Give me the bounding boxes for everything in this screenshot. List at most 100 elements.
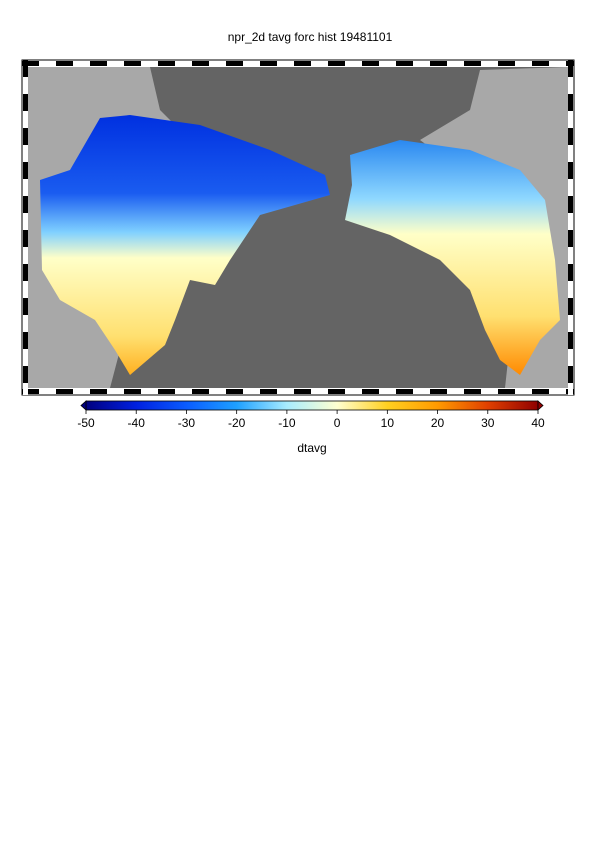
frame-tick: [568, 264, 573, 281]
colorbar-scale: [85, 400, 539, 411]
frame-tick: [243, 61, 260, 66]
frame-tick: [498, 389, 515, 394]
frame-tick: [226, 61, 243, 66]
frame-tick: [277, 61, 294, 66]
map-title: npr_2d tavg forc hist 19481101: [228, 30, 393, 44]
frame-tick: [23, 77, 28, 94]
frame-tick: [515, 61, 532, 66]
colorbar-arrow: [537, 400, 544, 411]
colorbar-tick-label: -50: [77, 416, 95, 430]
frame-tick: [226, 389, 243, 394]
frame-tick: [23, 366, 28, 383]
frame-tick: [568, 298, 573, 315]
frame-tick: [413, 61, 430, 66]
colorbar-tick-label: 40: [531, 416, 545, 430]
frame-tick: [192, 389, 209, 394]
frame-tick: [192, 61, 209, 66]
data-field-asia: [40, 115, 330, 375]
frame-tick: [124, 61, 141, 66]
colorbar-tick-label: -20: [228, 416, 246, 430]
frame-tick: [568, 128, 573, 145]
frame-tick: [277, 389, 294, 394]
frame-tick: [396, 389, 413, 394]
map: [21, 59, 575, 396]
frame-tick: [549, 61, 566, 66]
data-field-america: [345, 140, 560, 375]
frame-tick: [39, 389, 56, 394]
frame-tick: [260, 61, 277, 66]
frame-tick: [294, 61, 311, 66]
frame-tick: [568, 213, 573, 230]
frame-tick: [481, 61, 498, 66]
frame-tick: [23, 179, 28, 196]
frame-tick: [73, 389, 90, 394]
frame-tick: [362, 61, 379, 66]
frame-tick: [107, 389, 124, 394]
colorbar-label: dtavg: [297, 441, 326, 455]
frame-tick: [568, 60, 573, 77]
colorbar-tick-label: -10: [278, 416, 296, 430]
frame-tick: [396, 61, 413, 66]
frame-tick: [294, 389, 311, 394]
frame-tick: [260, 389, 277, 394]
frame-tick: [498, 61, 515, 66]
frame-tick: [568, 247, 573, 264]
frame-tick: [568, 162, 573, 179]
frame-tick: [568, 77, 573, 94]
colorbar-tick-label: 20: [431, 416, 445, 430]
frame-tick: [73, 61, 90, 66]
frame-tick: [532, 61, 549, 66]
frame-tick: [532, 389, 549, 394]
frame-tick: [141, 61, 158, 66]
frame-tick: [481, 389, 498, 394]
frame-tick: [311, 61, 328, 66]
frame-tick: [124, 389, 141, 394]
colorbar-arrow: [80, 400, 87, 411]
frame-tick: [515, 389, 532, 394]
frame-tick: [568, 196, 573, 213]
frame-tick: [23, 315, 28, 332]
frame-tick: [23, 298, 28, 315]
frame-tick: [39, 61, 56, 66]
frame-tick: [175, 389, 192, 394]
colorbar-tick-label: -40: [128, 416, 146, 430]
frame-tick: [22, 61, 39, 66]
frame-tick: [23, 281, 28, 298]
frame-tick: [430, 61, 447, 66]
frame-tick: [23, 213, 28, 230]
frame-tick: [568, 383, 573, 395]
frame-tick: [23, 247, 28, 264]
frame-tick: [23, 332, 28, 349]
frame-tick: [568, 366, 573, 383]
frame-tick: [23, 349, 28, 366]
frame-tick: [447, 389, 464, 394]
frame-tick: [23, 383, 28, 395]
frame-tick: [23, 145, 28, 162]
frame-tick: [158, 61, 175, 66]
frame-tick: [23, 264, 28, 281]
frame-tick: [56, 389, 73, 394]
frame-tick: [23, 60, 28, 77]
colorbar-tick-label: 0: [334, 416, 341, 430]
colorbar-tick-label: 30: [481, 416, 495, 430]
colorbar-tick-label: -30: [178, 416, 196, 430]
frame-tick: [328, 61, 345, 66]
frame-tick: [158, 389, 175, 394]
frame-tick: [345, 389, 362, 394]
frame-tick: [311, 389, 328, 394]
colorbar-tick-label: 10: [381, 416, 395, 430]
frame-tick: [90, 61, 107, 66]
frame-tick: [568, 145, 573, 162]
frame-tick: [447, 61, 464, 66]
frame-tick: [568, 230, 573, 247]
frame-tick: [568, 94, 573, 111]
frame-tick: [175, 61, 192, 66]
colorbar: -50 -40 -30 -20 -10 0 10 20 30 40 dtavg: [77, 400, 545, 455]
frame-tick: [464, 61, 481, 66]
frame-tick: [23, 196, 28, 213]
frame-tick: [107, 61, 124, 66]
frame-tick: [23, 94, 28, 111]
frame-tick: [90, 389, 107, 394]
